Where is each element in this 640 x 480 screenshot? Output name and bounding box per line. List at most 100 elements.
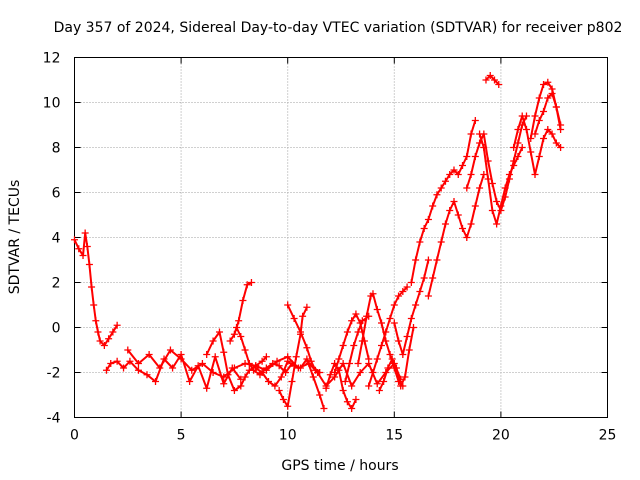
- series-line: [105, 353, 242, 390]
- data-point: [296, 364, 304, 372]
- data-point: [81, 229, 89, 237]
- data-point: [471, 117, 479, 124]
- data-point: [510, 162, 518, 169]
- data-point: [339, 342, 347, 349]
- data-point: [380, 378, 388, 385]
- data-point: [471, 153, 479, 160]
- data-point: [316, 391, 324, 399]
- data-point: [354, 360, 362, 367]
- data-point: [215, 328, 223, 336]
- data-point: [320, 405, 328, 412]
- data-point: [230, 330, 238, 338]
- data-point: [124, 346, 132, 354]
- data-point: [482, 76, 490, 84]
- data-point: [126, 357, 134, 365]
- data-point: [284, 357, 292, 365]
- data-point: [450, 166, 458, 174]
- data-point: [514, 153, 522, 160]
- data-point: [429, 202, 437, 210]
- series-line: [427, 174, 485, 297]
- data-point: [241, 346, 249, 354]
- data-point: [303, 303, 311, 311]
- data-point: [548, 90, 556, 97]
- y-tick-label: 10: [43, 96, 61, 112]
- data-point: [284, 402, 292, 410]
- data-point: [177, 355, 185, 363]
- data-point: [441, 177, 449, 185]
- data-point: [390, 319, 398, 327]
- series-track-8: [275, 303, 311, 410]
- data-point: [514, 126, 522, 133]
- data-point: [109, 328, 117, 336]
- data-point: [378, 319, 386, 327]
- data-point: [239, 297, 247, 304]
- data-point: [535, 153, 543, 160]
- series-line: [286, 304, 317, 371]
- data-point: [209, 369, 217, 376]
- data-point: [105, 335, 113, 343]
- data-point: [441, 220, 449, 228]
- data-point: [352, 396, 360, 403]
- data-point: [343, 328, 351, 336]
- data-point: [429, 274, 437, 282]
- data-point: [399, 288, 407, 295]
- data-point: [350, 342, 358, 349]
- data-point: [346, 360, 354, 367]
- series-track-23: [510, 112, 565, 178]
- data-point: [348, 405, 356, 412]
- data-point: [476, 184, 484, 192]
- data-point: [322, 384, 330, 392]
- y-tick-label: 2: [52, 276, 61, 292]
- x-tick-label: 25: [599, 428, 617, 444]
- data-point: [363, 312, 371, 320]
- data-point: [463, 153, 471, 160]
- data-point: [309, 373, 317, 381]
- data-point: [544, 78, 552, 86]
- data-point: [486, 72, 494, 79]
- data-point: [420, 274, 428, 282]
- data-point: [284, 301, 292, 309]
- data-point: [335, 366, 343, 374]
- data-point: [505, 171, 513, 178]
- data-point: [501, 184, 509, 192]
- data-point: [226, 337, 234, 345]
- data-point: [303, 344, 311, 352]
- data-point: [378, 342, 386, 349]
- data-point: [209, 337, 217, 345]
- data-point: [273, 357, 281, 365]
- data-point: [352, 310, 360, 318]
- data-point: [522, 126, 530, 133]
- data-point: [262, 353, 270, 361]
- data-point: [467, 220, 475, 228]
- chart-title: Day 357 of 2024, Sidereal Day-to-day VTE…: [54, 20, 623, 36]
- data-point: [85, 261, 93, 268]
- data-point: [373, 355, 381, 363]
- data-point: [467, 130, 475, 138]
- data-point: [388, 355, 396, 363]
- data-point: [437, 238, 445, 246]
- data-point: [531, 130, 539, 138]
- data-point: [535, 94, 543, 102]
- series-line: [255, 358, 325, 409]
- data-point: [348, 317, 356, 325]
- data-point: [203, 384, 211, 392]
- data-point: [493, 220, 501, 228]
- data-point: [156, 364, 164, 372]
- data-point: [88, 283, 96, 291]
- data-point: [252, 364, 260, 372]
- data-point: [463, 184, 471, 192]
- data-point: [459, 225, 467, 232]
- data-point: [224, 371, 232, 379]
- data-point: [96, 337, 104, 345]
- data-point: [188, 366, 196, 374]
- data-point: [510, 144, 518, 151]
- data-point: [358, 317, 366, 325]
- data-point: [476, 130, 484, 138]
- data-point: [358, 337, 366, 345]
- data-point: [326, 371, 334, 379]
- data-point: [392, 364, 400, 372]
- data-point: [405, 346, 413, 354]
- data-point: [531, 112, 539, 120]
- data-point: [467, 171, 475, 178]
- data-point: [343, 398, 351, 406]
